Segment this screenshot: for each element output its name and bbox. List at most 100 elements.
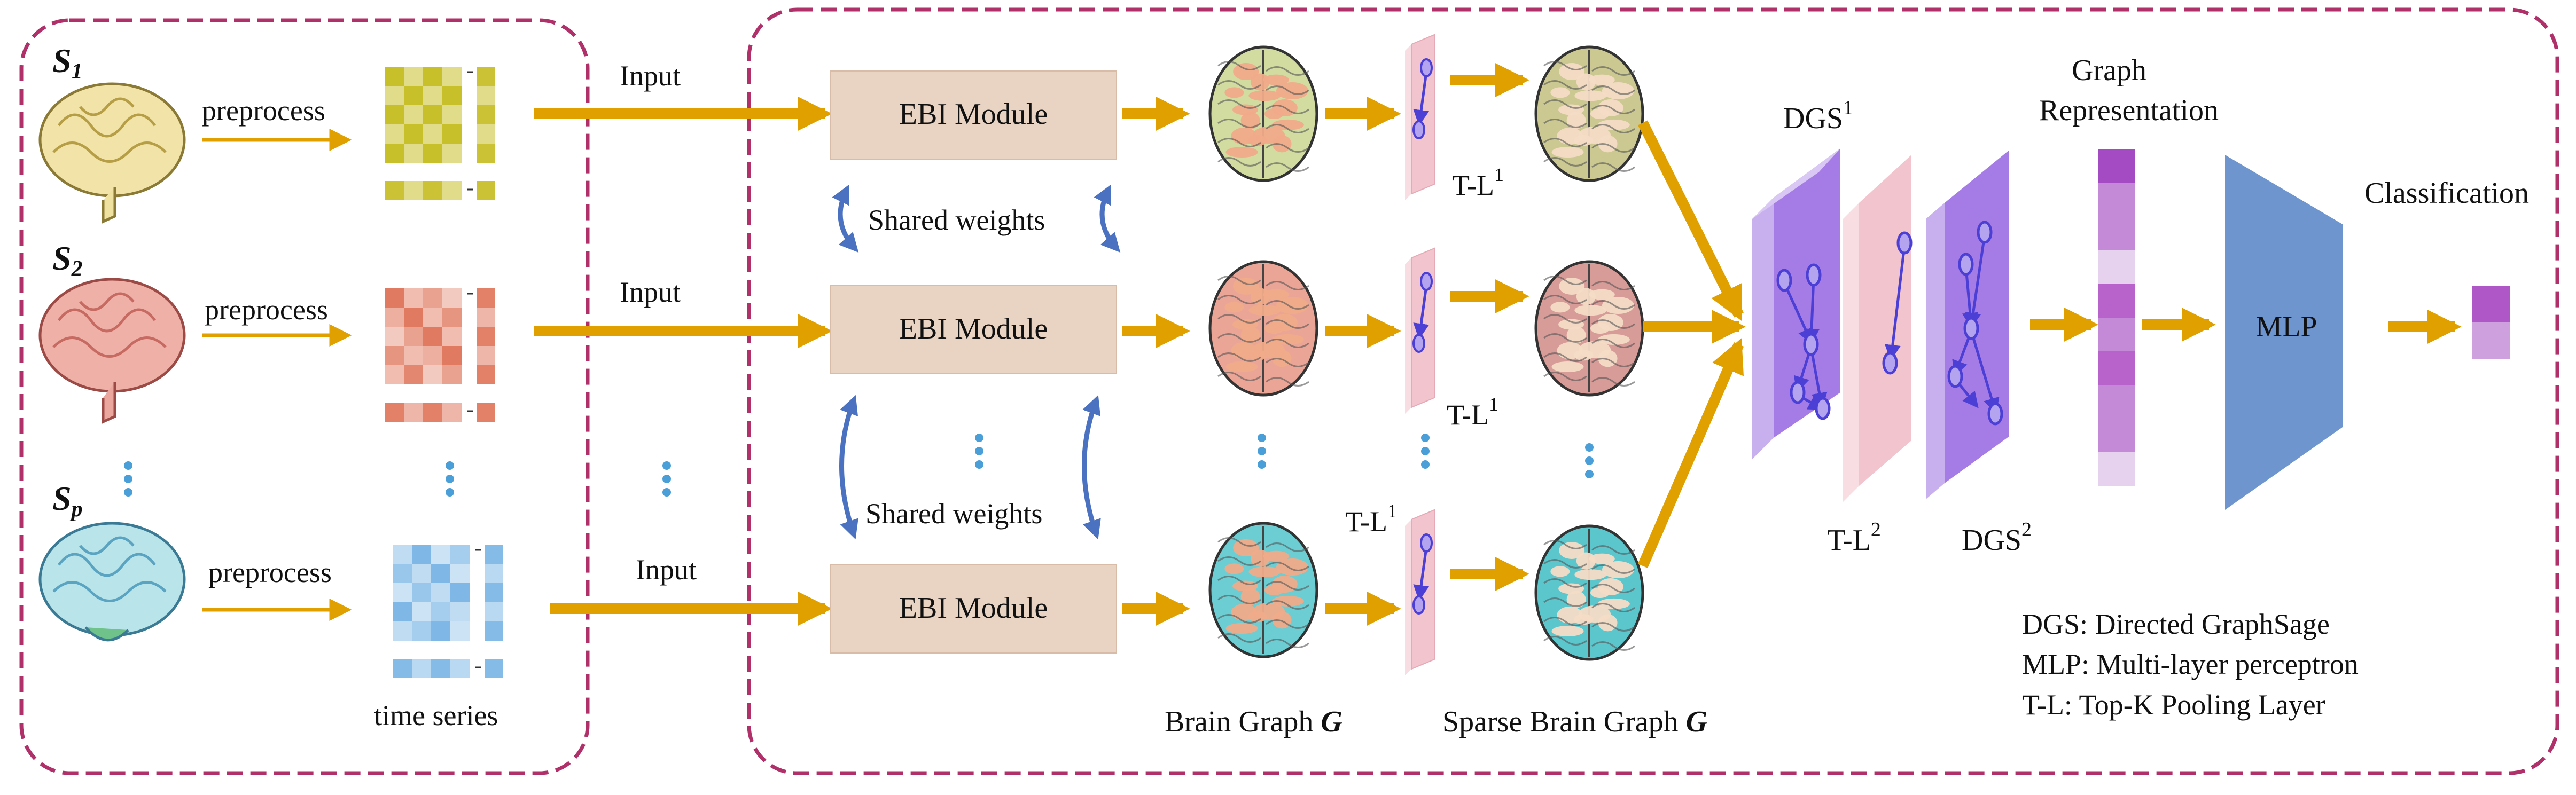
vector-cell [2098,452,2135,486]
matrix-cell [423,327,442,346]
graph-representation-label-line2: Representation [2039,94,2219,127]
matrix-cell [393,659,412,678]
matrix-cell [404,105,423,124]
matrix-cell [485,583,503,602]
matrix-cell [431,583,450,602]
tl-label-rowp: T-L1 [1345,500,1397,538]
dgs-layer-1-graph [1776,263,1831,420]
matrix-cell [404,308,423,327]
ellipsis-dots-brains [124,461,132,497]
classification-label: Classification [2364,177,2529,210]
dgs-layer-2-graph [1947,221,2003,426]
preprocess-label-2: preprocess [205,294,328,326]
graph-representation-label-line1: Graph [2072,54,2146,87]
matrix-cell [431,621,450,641]
matrix-cell [442,327,462,346]
matrix-cell [393,545,412,564]
matrix-cell [450,659,470,678]
input-label-2: Input [620,276,681,308]
matrix-cell [442,403,462,422]
brain-graph-2 [1208,260,1318,397]
matrix-cell [385,365,404,384]
matrix-cell [485,602,503,621]
tl-label-row1: T-L1 [1452,164,1504,201]
matrix-cell [442,124,462,144]
vector-cell [2098,318,2135,351]
preprocess-label-1: preprocess [202,95,325,127]
brain-icon-sp [38,522,186,642]
matrix-cell [450,583,470,602]
svg-text:EBI Module: EBI Module [899,98,1048,131]
matrix-cell [412,564,431,583]
brain-graph-p [1208,522,1318,658]
time-series-matrix-1 [385,67,495,200]
sparse-brain-graph-2 [1534,260,1644,397]
matrix-cell [423,403,442,422]
matrix-cell [385,288,404,308]
matrix-cell [412,545,431,564]
brain-graph-1 [1208,45,1318,182]
matrix-cell [423,308,442,327]
matrix-cell [431,545,450,564]
tl-panel-1 [1405,34,1435,200]
ebi-module-p: EBI Module [830,564,1117,654]
matrix-cell [477,124,495,144]
sparse-brain-graph-p [1534,524,1644,661]
brain-graph-label: Brain Graph G [1165,705,1342,738]
matrix-cell [442,365,462,384]
matrix-cell [404,144,423,163]
matrix-cell [423,144,442,163]
ellipsis-dots-matrices [446,461,454,497]
ellipsis-dots-inputs [662,461,671,497]
dgs-label-1: DGS1 [1783,97,1853,135]
subject-label-p: Sp [52,479,83,522]
matrix-cell [404,365,423,384]
matrix-cell [404,327,423,346]
svg-text:EBI Module: EBI Module [899,312,1048,345]
matrix-cell [412,621,431,641]
classification-output [2472,286,2510,359]
mlp-block: MLP [2225,155,2343,510]
time-series-matrix-2 [385,288,495,422]
sparse-to-dgs-arrow-p [1637,338,1744,568]
matrix-cell [404,67,423,86]
matrix-cell [404,181,423,200]
legend-item-dgs: DGS: Directed GraphSage [2022,608,2330,640]
matrix-cell [385,346,404,365]
matrix-cell [404,124,423,144]
matrix-cell [450,602,470,621]
tl-layer-2-graph [1882,231,1913,375]
matrix-cell [477,105,495,124]
matrix-cell [477,288,495,308]
matrix-cell [385,308,404,327]
matrix-cell [477,365,495,384]
time-series-matrix-p [393,545,503,678]
tl-layer-2 [1843,155,1911,502]
matrix-cell [412,659,431,678]
legend-item-tl: T-L: Top-K Pooling Layer [2022,689,2325,721]
matrix-cell [423,181,442,200]
tl-label-2: T-L2 [1827,518,1881,557]
matrix-cell [385,105,404,124]
input-label-1: Input [620,60,681,92]
matrix-cell [442,346,462,365]
matrix-cell [423,288,442,308]
tl-panel-2 [1405,247,1435,414]
matrix-cell [431,564,450,583]
matrix-cell [477,144,495,163]
svg-text:EBI Module: EBI Module [899,592,1048,625]
matrix-cell [442,86,462,105]
matrix-cell [385,144,404,163]
matrix-cell [477,86,495,105]
sparse-brain-graph-label: Sparse Brain Graph G [1442,705,1707,738]
matrix-cell [485,564,503,583]
shared-weights-label-bottom: Shared weights [865,498,1042,530]
dgs-layer-1 [1752,148,1840,459]
matrix-cell [450,621,470,641]
matrix-cell [423,365,442,384]
matrix-cell [404,288,423,308]
matrix-cell [412,583,431,602]
matrix-cell [442,67,462,86]
matrix-cell [477,67,495,86]
matrix-cell [385,124,404,144]
